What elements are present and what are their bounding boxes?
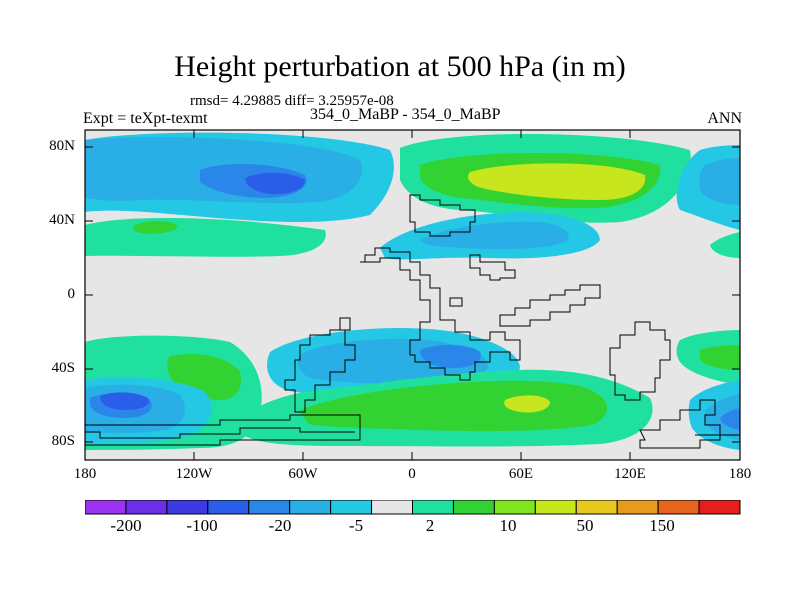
colorbar-label: -5 xyxy=(348,516,364,535)
lat-label-0: 0 xyxy=(67,286,76,302)
contour-region xyxy=(133,220,178,234)
lon-label-180w: 180 xyxy=(73,466,97,482)
colorbar-swatch xyxy=(125,500,168,515)
colorbar-swatch xyxy=(657,500,700,515)
coastline xyxy=(85,427,355,439)
colorbar-swatch xyxy=(85,500,127,515)
lon-label-120w: 120W xyxy=(175,466,213,482)
lat-label-80s: 80S xyxy=(51,433,75,449)
map-title: Height perturbation at 500 hPa (in m) xyxy=(174,50,626,83)
colorbar-label: -20 xyxy=(268,516,292,535)
contour-region xyxy=(504,395,550,413)
contour-region xyxy=(699,158,740,205)
experiment-label: Expt = teXpt-texmt xyxy=(83,110,208,127)
colorbar-label: 2 xyxy=(425,516,435,535)
colorbar-label: -200 xyxy=(110,516,142,535)
comparison-label: 354_0_MaBP - 354_0_MaBP xyxy=(310,106,501,123)
colorbar-swatch xyxy=(698,500,741,515)
colorbar xyxy=(85,500,741,515)
coastline xyxy=(499,284,601,327)
colorbar-label: -100 xyxy=(186,516,218,535)
coastline xyxy=(469,254,516,281)
lat-label-80n: 80N xyxy=(49,138,75,154)
coastline xyxy=(85,414,361,446)
colorbar-swatch xyxy=(248,500,291,515)
contour-region xyxy=(720,408,740,430)
lon-label-0: 0 xyxy=(408,466,416,482)
contour-region xyxy=(245,172,305,195)
rmsd-stats: rmsd= 4.29885 diff= 3.25957e-08 xyxy=(190,93,394,109)
lat-label-40n: 40N xyxy=(49,212,75,228)
lon-label-60e: 60E xyxy=(508,466,534,482)
coastline xyxy=(449,297,463,307)
colorbar-label: 50 xyxy=(576,516,594,535)
colorbar-swatch xyxy=(289,500,332,515)
coastline xyxy=(639,399,721,449)
colorbar-swatch xyxy=(371,500,413,515)
coastline xyxy=(409,194,476,237)
colorbar-swatch xyxy=(534,500,577,515)
coastlines xyxy=(85,194,740,449)
lat-label-40s: 40S xyxy=(51,360,75,376)
colorbar-label: 150 xyxy=(649,516,675,535)
colorbar-swatch xyxy=(412,500,454,515)
coastline xyxy=(360,247,521,381)
contour-region xyxy=(100,392,149,410)
colorbar-swatch xyxy=(330,500,373,515)
colorbar-swatch xyxy=(452,500,495,515)
coastline xyxy=(609,321,671,401)
contour-region xyxy=(420,221,569,250)
tick-marks xyxy=(85,130,740,460)
coastline xyxy=(339,317,351,331)
colorbar-swatch xyxy=(575,500,618,515)
colorbar-swatch xyxy=(166,500,209,515)
contour-region xyxy=(710,232,740,258)
contour-region xyxy=(300,380,607,432)
contour-region xyxy=(700,345,740,370)
contour-region xyxy=(468,163,646,200)
colorbar-swatch xyxy=(493,500,536,515)
colorbar-swatch xyxy=(207,500,250,515)
lon-label-60w: 60W xyxy=(288,466,318,482)
season-label: ANN xyxy=(707,110,742,127)
lon-label-180e: 180 xyxy=(728,466,752,482)
colorbar-swatch xyxy=(616,500,659,515)
lon-label-120e: 120E xyxy=(614,466,646,482)
contour-region xyxy=(420,344,481,368)
coastline xyxy=(284,329,356,413)
colorbar-label: 10 xyxy=(499,516,517,535)
